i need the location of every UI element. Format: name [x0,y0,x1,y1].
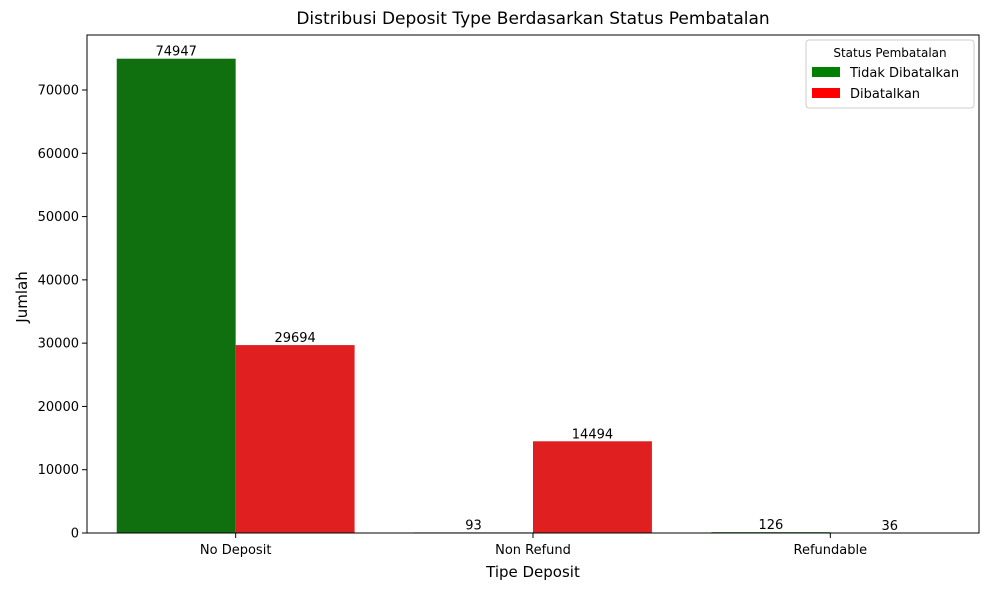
bar-value-label: 126 [758,518,783,533]
legend-swatch [812,88,840,98]
legend-box [805,39,975,109]
y-tick-label: 50000 [38,210,79,225]
x-tick-label: Non Refund [495,543,571,558]
y-tick-label: 40000 [38,273,79,288]
bar-value-label: 14494 [572,427,613,442]
chart-title: Distribusi Deposit Type Berdasarkan Stat… [296,9,769,29]
x-tick-label: No Deposit [200,543,272,558]
bar-value-label: 93 [465,518,482,533]
bar-value-label: 29694 [274,331,315,346]
legend-title: Status Pembatalan [833,46,946,60]
legend: Status Pembatalan Tidak Dibatalkan Dibata… [805,39,975,109]
y-tick-label: 0 [71,527,79,542]
bar-value-label: 36 [882,519,899,534]
x-axis-label: Tipe Deposit [485,563,580,581]
bar-tidak-dibatalkan-no-deposit [116,58,236,533]
y-tick-label: 70000 [38,84,79,99]
y-tick-label: 60000 [38,147,79,162]
legend-label: Tidak Dibatalkan [849,66,959,81]
y-tick-label: 30000 [38,337,79,352]
plot-frame [86,34,980,534]
y-tick-label: 10000 [38,463,79,478]
legend-label: Dibatalkan [850,87,920,102]
bar-dibatalkan-non-refund [533,441,652,533]
y-tick-label: 20000 [38,400,79,415]
bar-value-label: 74947 [156,45,197,60]
x-tick-label: Refundable [794,543,868,558]
y-axis-label: Jumlah [13,271,31,323]
legend-swatch [812,67,840,77]
bar-dibatalkan-no-deposit [235,345,355,533]
plot-area: 74947 29694 No Deposit 93 14494 Non Refund 126… [38,34,980,558]
